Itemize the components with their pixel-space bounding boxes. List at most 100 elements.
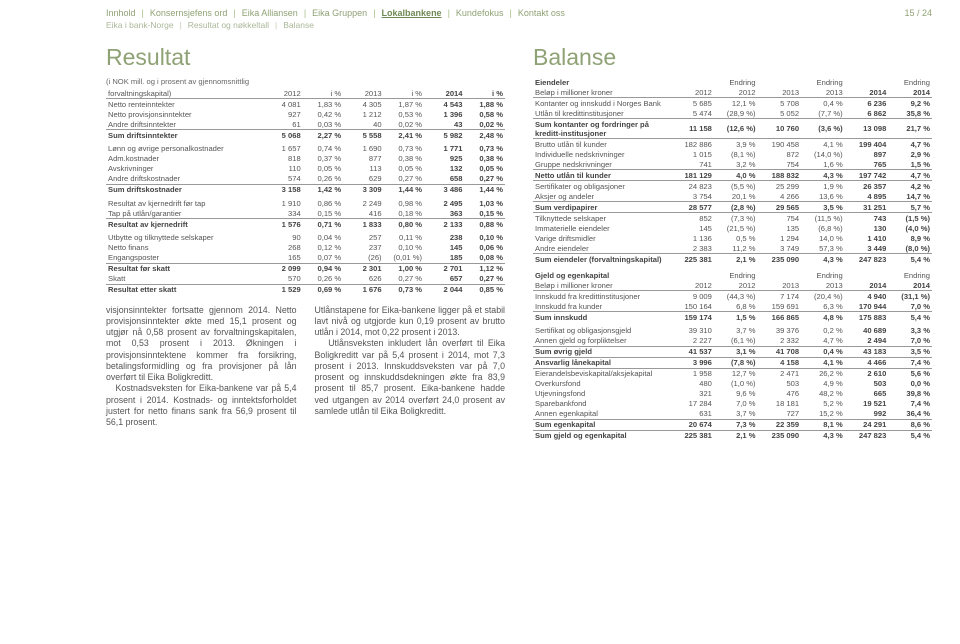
table-row: Individuelle nedskrivninger1 015(8,1 %)8…: [533, 149, 932, 159]
page: Innhold|Konsernsjefens ord|Eika Allianse…: [0, 0, 960, 644]
cell: 4,3 %: [801, 430, 845, 441]
cell: 41 537: [670, 346, 714, 357]
col-header: 2013: [801, 280, 845, 291]
cell: 5,4 %: [888, 312, 932, 323]
cell: 0,69 %: [303, 284, 343, 295]
table-row: Andre eiendeler2 38311,2 %3 74957,3 %3 4…: [533, 243, 932, 254]
sub-breadcrumb: Eika i bank-Norge|Resultat og nøkkeltall…: [106, 20, 932, 30]
cell: 5 982: [424, 130, 464, 141]
cell: 0,04 %: [303, 229, 343, 243]
crumb-link[interactable]: Eika Alliansen: [242, 8, 298, 18]
cell: Netto provisjonsinntekter: [106, 109, 262, 119]
cell: Engangsposter: [106, 253, 262, 264]
col-header: Beløp i millioner kroner: [533, 87, 670, 98]
cell: 4 266: [758, 191, 802, 202]
cell: Sparebankfond: [533, 399, 670, 409]
cell: 0,27 %: [465, 274, 506, 285]
table-row: Sertifikat og obligasjonsgjeld39 3103,7 …: [533, 322, 932, 336]
cell: 12,1 %: [714, 98, 758, 109]
col-header: 2012: [670, 87, 714, 98]
cell: 3 486: [424, 184, 464, 195]
cell: 5 685: [670, 98, 714, 109]
cell: 0,02 %: [384, 119, 424, 130]
cell: (21,5 %): [714, 223, 758, 233]
cell: 26,2 %: [801, 368, 845, 379]
col-header: i %: [303, 88, 343, 99]
cell: 18 181: [758, 399, 802, 409]
cell: 3 158: [262, 184, 302, 195]
cell: 0,06 %: [465, 243, 506, 253]
cell: 2,41 %: [384, 130, 424, 141]
crumb-link[interactable]: Lokalbankene: [382, 8, 442, 18]
cell: 7,0 %: [714, 399, 758, 409]
cell: Sum innskudd: [533, 312, 670, 323]
cell: 22 359: [758, 419, 802, 430]
cell: 1 396: [424, 109, 464, 119]
table-row: Lønn og øvrige personalkostnader1 6570,7…: [106, 140, 505, 154]
cell: 0,73 %: [465, 140, 506, 154]
col-header: [670, 270, 714, 280]
cell: 1,83 %: [303, 99, 343, 110]
col-header: Endring: [801, 270, 845, 280]
cell: 0,38 %: [384, 154, 424, 164]
cell: (6,1 %): [714, 336, 758, 347]
cell: Utjevningsfond: [533, 389, 670, 399]
cell: 4,2 %: [888, 181, 932, 192]
cell: 574: [262, 174, 302, 185]
resultat-note1: (i NOK mill. og i prosent av gjennomsnit…: [106, 77, 505, 86]
cell: Resultat før skatt: [106, 263, 262, 274]
cell: 181 129: [670, 170, 714, 181]
cell: 4,7 %: [801, 336, 845, 347]
cell: 159 691: [758, 301, 802, 312]
crumb-link[interactable]: Eika Gruppen: [312, 8, 367, 18]
cell: 5,4 %: [888, 254, 932, 265]
col-header: Endring: [714, 77, 758, 87]
crumb-link[interactable]: Kundefokus: [456, 8, 504, 18]
cell: 182 886: [670, 139, 714, 150]
crumb-link[interactable]: Kontakt oss: [518, 8, 565, 18]
col-header: Endring: [888, 77, 932, 87]
cell: (12,6 %): [714, 119, 758, 139]
cell: 1 529: [262, 284, 302, 295]
cell: 3 996: [670, 357, 714, 368]
table-row: Utlån til kredittinstitusjoner5 474(28,9…: [533, 108, 932, 119]
cell: 1,12 %: [465, 263, 506, 274]
cell: 1,00 %: [384, 263, 424, 274]
cell: Resultat av kjernedrift: [106, 219, 262, 230]
balanse-column: Balanse EiendelerEndringEndringEndring B…: [533, 44, 932, 441]
crumb-link[interactable]: Innhold: [106, 8, 136, 18]
cell: 0,88 %: [465, 219, 506, 230]
cell: 57,3 %: [801, 243, 845, 254]
cell: 4,9 %: [801, 379, 845, 389]
cell: 197 742: [845, 170, 889, 181]
cell: Sertifikater og obligasjoner: [533, 181, 670, 192]
cell: 11,2 %: [714, 243, 758, 254]
cell: 5,6 %: [888, 368, 932, 379]
cell: 43: [424, 119, 464, 130]
cell: 0,27 %: [384, 274, 424, 285]
cell: 0,4 %: [801, 98, 845, 109]
cell: 188 832: [758, 170, 802, 181]
cell: 0,38 %: [465, 154, 506, 164]
cell: 1,03 %: [465, 195, 506, 209]
table-row: Netto utlån til kunder181 1294,0 %188 83…: [533, 170, 932, 181]
cell: Skatt: [106, 274, 262, 285]
cell: 1 576: [262, 219, 302, 230]
cell: (0,01 %): [384, 253, 424, 264]
table-row: Andre driftskostnader5740,26 %6290,27 %6…: [106, 174, 505, 185]
cell: 927: [262, 109, 302, 119]
cell: 3,5 %: [801, 202, 845, 213]
table-row: Resultat før skatt2 0990,94 %2 3011,00 %…: [106, 263, 505, 274]
cell: 145: [670, 223, 714, 233]
col-header: 2014: [424, 88, 464, 99]
cell: Varige driftsmidler: [533, 233, 670, 243]
cell: 0,58 %: [465, 109, 506, 119]
cell: 1,9 %: [801, 181, 845, 192]
cell: (6,8 %): [801, 223, 845, 233]
crumb-sep: |: [304, 8, 306, 18]
crumb-link[interactable]: Konsernsjefens ord: [150, 8, 228, 18]
cell: 1 690: [343, 140, 383, 154]
cell: 5 052: [758, 108, 802, 119]
cell: (26): [343, 253, 383, 264]
cell: 1 676: [343, 284, 383, 295]
